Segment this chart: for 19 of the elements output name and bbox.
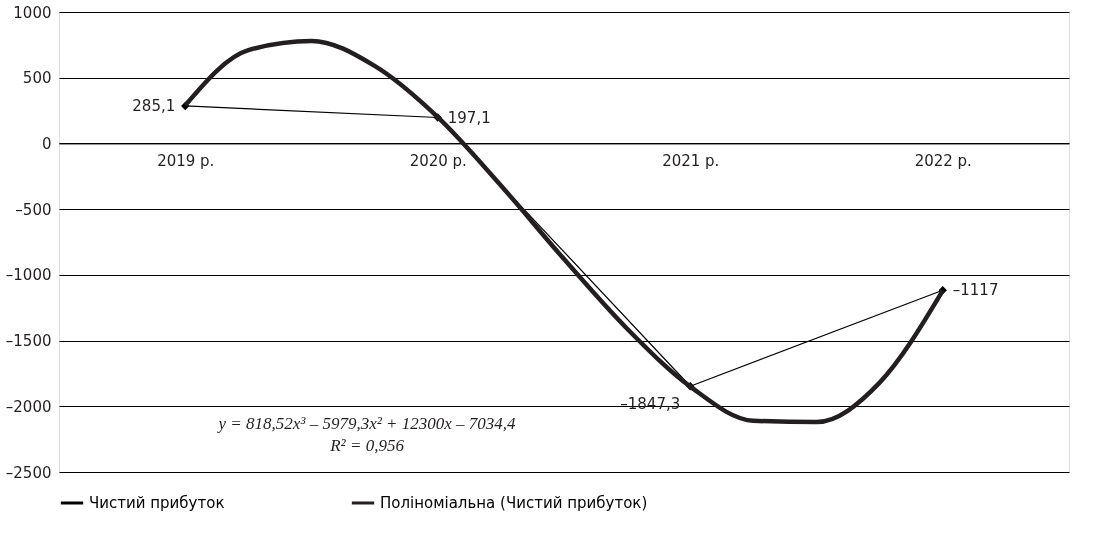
x-tick-label: 2021 р. [662,151,720,170]
annotation: R² = 0,956 [329,435,405,455]
y-tick-label: –1000 [5,266,52,285]
y-tick-label: 500 [22,69,52,88]
data-label: 285,1 [132,96,176,115]
legend-label: Поліноміальна (Чистий прибуток) [380,494,648,512]
y-tick-label: –2500 [5,463,52,482]
y-tick-label: 1000 [13,3,52,22]
y-tick-label: –2000 [5,397,52,416]
x-tick-label: 2022 р. [914,151,972,170]
x-tick-label: 2019 р. [157,151,215,170]
y-tick-label: –500 [15,200,52,219]
annotation: y = 818,52x³ – 5979,3x² + 12300x – 7034,4 [216,413,517,433]
x-tick-label: 2020 р. [409,151,467,170]
y-tick-label: –1500 [5,332,52,351]
data-label: –1117 [952,281,999,300]
data-label: 197,1 [447,108,491,127]
y-tick-label: 0 [41,134,52,153]
legend-label: Чистий прибуток [89,494,225,512]
